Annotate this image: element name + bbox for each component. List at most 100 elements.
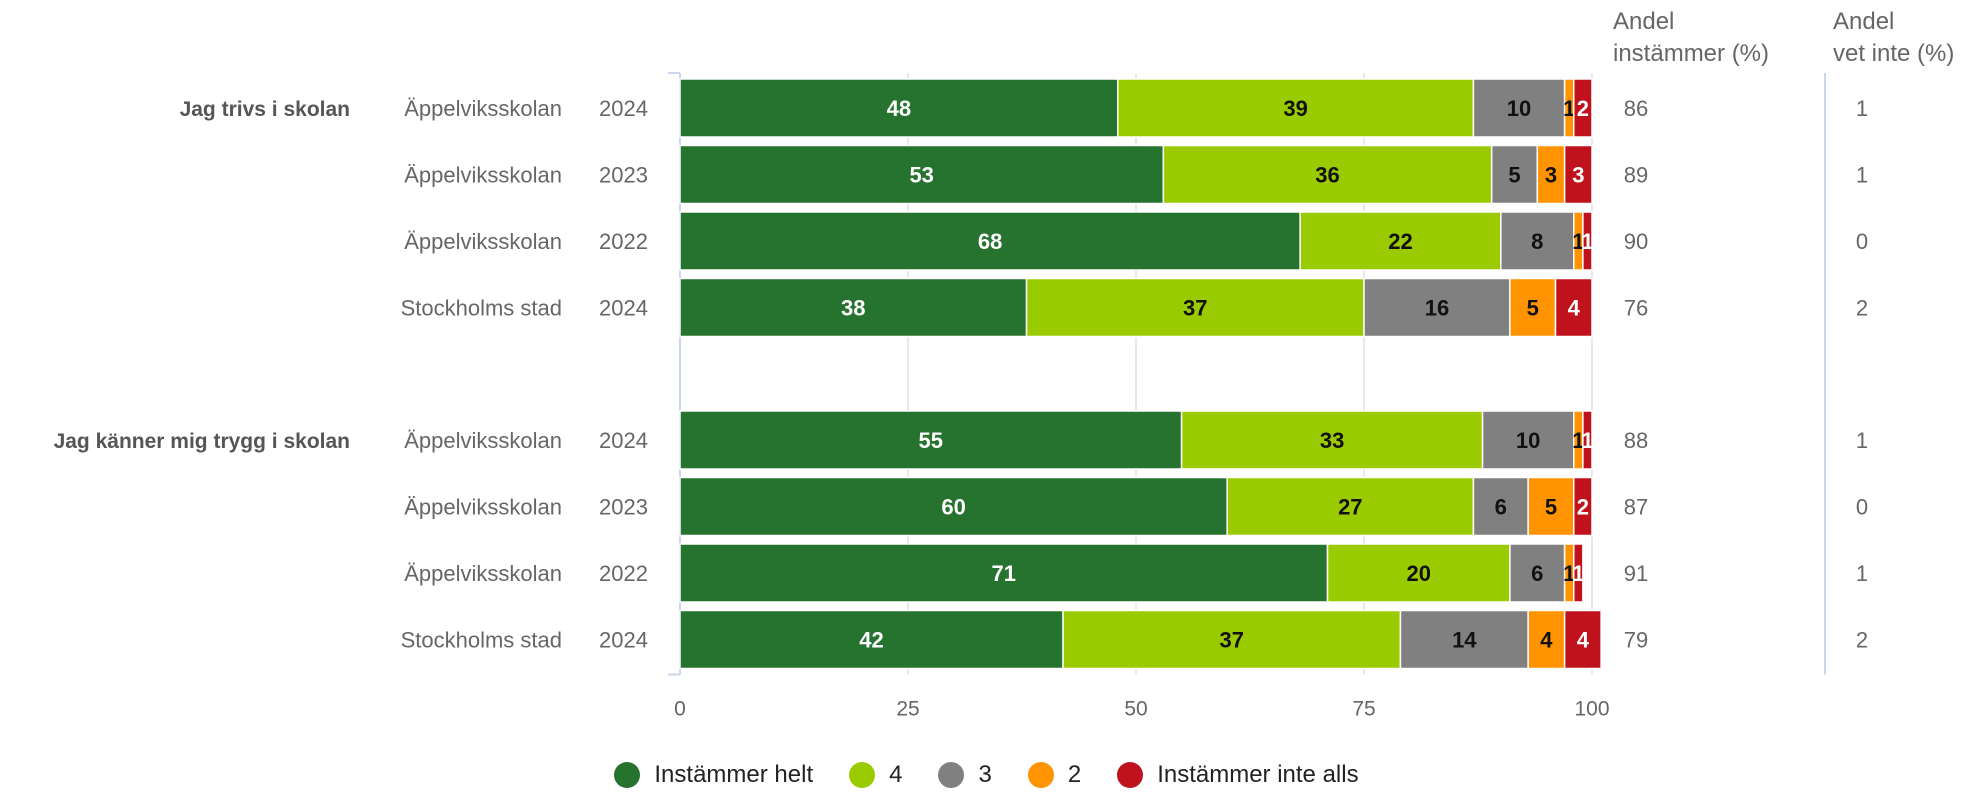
data-label: 1 <box>1563 96 1575 121</box>
data-label: 1 <box>1572 428 1584 453</box>
bar-segment <box>1490 144 1539 205</box>
vet-inte-value: 1 <box>1856 96 1868 121</box>
bar-segment <box>1363 277 1511 338</box>
data-label: 6 <box>1495 495 1507 520</box>
bar-segment <box>1582 211 1593 271</box>
data-label: 27 <box>1338 495 1362 520</box>
bar-segment <box>679 476 1228 537</box>
data-label: 22 <box>1388 229 1412 254</box>
row-year-label: 2023 <box>599 495 648 520</box>
bar-segment <box>679 211 1301 271</box>
data-label: 5 <box>1545 495 1557 520</box>
data-label: 1 <box>1563 561 1575 586</box>
x-tick-label: 25 <box>896 698 919 721</box>
instammer-value: 79 <box>1624 628 1648 653</box>
bar-segment <box>679 144 1165 205</box>
instammer-value: 76 <box>1624 296 1648 321</box>
data-label: 14 <box>1452 628 1477 653</box>
row-year-label: 2022 <box>599 229 648 254</box>
bar-segment <box>1472 476 1529 537</box>
bar-segment <box>679 410 1183 470</box>
data-label: 38 <box>841 296 865 321</box>
group-label: Jag känner mig trygg i skolan <box>54 430 350 453</box>
data-label: 71 <box>992 561 1016 586</box>
bar-segment <box>1509 277 1557 338</box>
group-label: Jag trivs i skolan <box>180 98 350 121</box>
bar-segment <box>1573 476 1593 537</box>
legend-item-4[interactable]: 4 <box>849 761 902 789</box>
data-label: 4 <box>1577 628 1590 653</box>
vet-inte-value: 1 <box>1856 428 1868 453</box>
data-label: 37 <box>1183 296 1207 321</box>
row-unit-label: Äppelviksskolan <box>404 96 562 121</box>
row-unit-label: Äppelviksskolan <box>404 163 562 188</box>
legend: Instämmer helt 4 3 2 Instämmer inte alls <box>0 758 1973 792</box>
legend-label: 2 <box>1067 761 1082 788</box>
data-label: 3 <box>1545 163 1557 188</box>
legend-item-instammer-inte-alls[interactable]: Instämmer inte alls <box>1117 761 1359 789</box>
column-header-line: Andel <box>1833 8 1894 35</box>
bar-segment <box>1226 476 1475 537</box>
data-label: 39 <box>1283 96 1307 121</box>
legend-swatch <box>849 762 876 788</box>
data-label: 37 <box>1220 628 1244 653</box>
x-tick-label: 100 <box>1574 698 1609 721</box>
data-label: 4 <box>1568 296 1581 321</box>
legend-swatch <box>1117 762 1144 788</box>
data-label: 60 <box>941 495 965 520</box>
row-year-label: 2024 <box>599 628 648 653</box>
data-label: 20 <box>1406 561 1430 586</box>
data-label: 36 <box>1315 163 1339 188</box>
column-header-line: Andel <box>1613 8 1674 35</box>
row-year-label: 2024 <box>599 296 648 321</box>
row-year-label: 2024 <box>599 96 648 121</box>
bar-segment <box>1117 78 1475 138</box>
row-unit-label: Äppelviksskolan <box>404 561 562 586</box>
row-unit-label: Äppelviksskolan <box>404 428 562 453</box>
instammer-value: 88 <box>1624 428 1648 453</box>
bar-segment <box>1563 144 1593 205</box>
row-year-label: 2022 <box>599 561 648 586</box>
row-unit-label: Stockholms stad <box>401 296 562 321</box>
bar-segment <box>1025 277 1365 338</box>
bar-segment <box>1180 410 1484 470</box>
bar-segment <box>1509 543 1566 603</box>
data-label: 3 <box>1572 163 1584 188</box>
instammer-value: 87 <box>1624 495 1648 520</box>
data-label: 10 <box>1516 428 1540 453</box>
instammer-value: 89 <box>1624 163 1648 188</box>
data-label: 16 <box>1425 296 1449 321</box>
bar-segment <box>1299 211 1502 271</box>
instammer-value: 86 <box>1624 96 1648 121</box>
data-label: 1 <box>1572 561 1584 586</box>
data-label: 68 <box>978 229 1002 254</box>
bar-segment <box>679 277 1028 338</box>
data-label: 1 <box>1572 229 1584 254</box>
bar-segment <box>1563 609 1602 670</box>
data-label: 2 <box>1577 96 1589 121</box>
data-label: 33 <box>1320 428 1344 453</box>
legend-item-3[interactable]: 3 <box>938 761 992 789</box>
bar-segment <box>1527 609 1566 670</box>
vet-inte-value: 2 <box>1856 628 1868 653</box>
data-label: 5 <box>1527 296 1539 321</box>
data-label: 42 <box>859 628 883 653</box>
data-label: 4 <box>1540 628 1553 653</box>
legend-item-2[interactable]: 2 <box>1027 761 1082 789</box>
vet-inte-value: 2 <box>1856 296 1868 321</box>
legend-label: Instämmer helt <box>654 761 814 788</box>
legend-item-instammer-helt[interactable]: Instämmer helt <box>614 761 813 789</box>
x-tick-label: 50 <box>1124 698 1147 721</box>
data-label: 1 <box>1581 229 1593 254</box>
bar-segment <box>1062 609 1402 670</box>
vet-inte-value: 0 <box>1856 495 1868 520</box>
column-header-line: instämmer (%) <box>1613 40 1769 67</box>
data-label: 6 <box>1531 561 1543 586</box>
legend-swatch <box>1027 762 1054 788</box>
x-tick-label: 75 <box>1352 698 1375 721</box>
bar-segment <box>1573 543 1584 603</box>
bar-segment <box>1472 78 1566 138</box>
legend-swatch <box>938 762 965 788</box>
data-label: 10 <box>1507 96 1531 121</box>
data-label: 5 <box>1508 163 1520 188</box>
